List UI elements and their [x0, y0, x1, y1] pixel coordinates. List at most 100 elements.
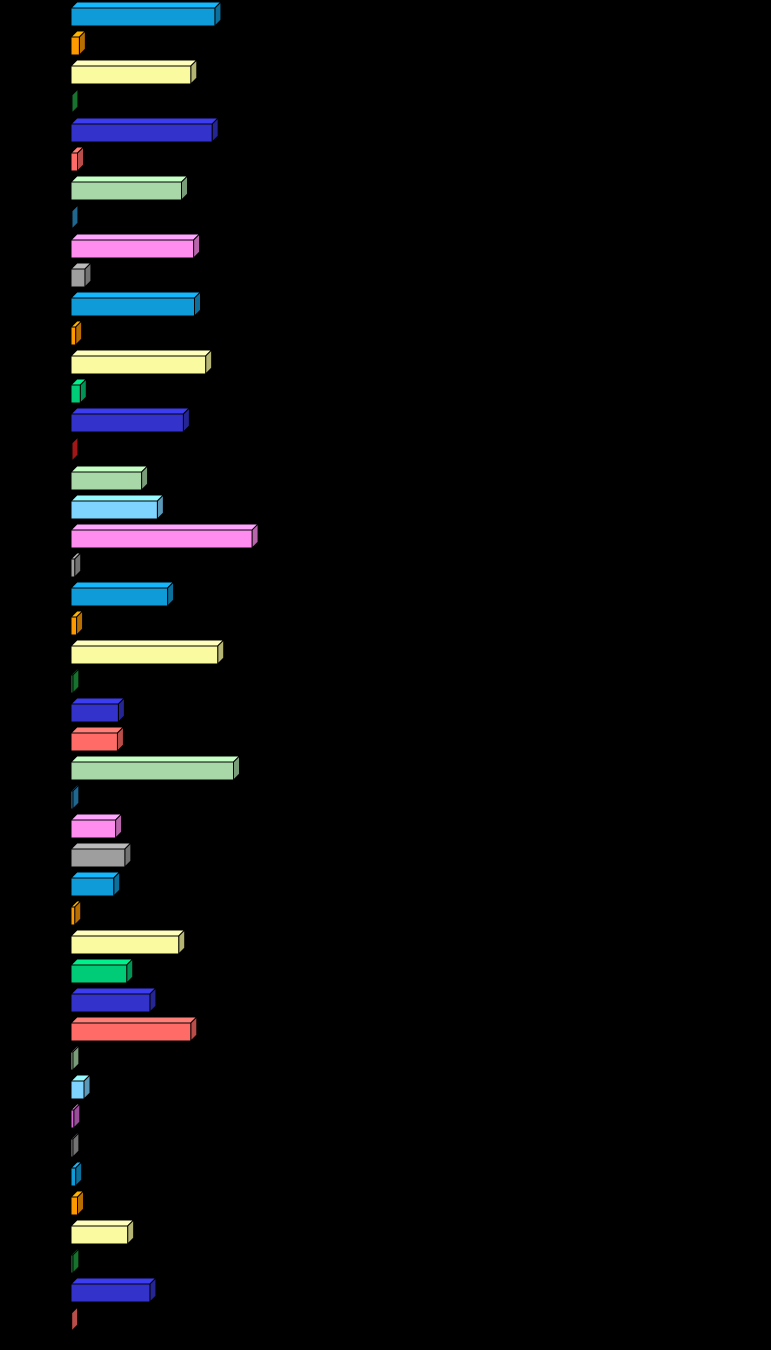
bar-24[interactable] [69, 667, 81, 695]
bar-22[interactable] [69, 609, 84, 637]
bar-top-face-34 [69, 958, 134, 966]
bar-37[interactable] [69, 1044, 81, 1072]
bar-top-face-29 [69, 813, 123, 821]
bar-6[interactable] [69, 145, 85, 173]
bar-top-face-21 [69, 581, 175, 589]
bar-20[interactable] [69, 551, 82, 579]
bar-17[interactable] [69, 464, 149, 492]
bar-top-face-13 [69, 349, 213, 357]
bar-front-face-2 [70, 36, 80, 56]
bar-front-face-46 [70, 1312, 73, 1332]
bar-front-face-20 [70, 558, 76, 578]
bar-front-face-14 [70, 384, 81, 404]
bar-front-face-5 [70, 123, 213, 143]
bar-top-face-36 [69, 1016, 198, 1024]
bar-31[interactable] [69, 870, 121, 898]
bar-front-face-9 [70, 239, 195, 259]
bar-front-face-37 [70, 1051, 74, 1071]
bar-top-face-45 [69, 1277, 158, 1285]
bar-26[interactable] [69, 725, 125, 753]
bar-16[interactable] [69, 435, 80, 463]
bar-top-face-27 [69, 755, 241, 763]
bar-44[interactable] [69, 1247, 81, 1275]
bar-28[interactable] [69, 783, 81, 811]
bar-front-face-34 [70, 964, 128, 984]
bar-36[interactable] [69, 1015, 198, 1043]
bar-front-face-18 [70, 500, 158, 520]
bar-front-face-25 [70, 703, 119, 723]
bar-front-face-40 [70, 1138, 74, 1158]
bar-front-face-22 [70, 616, 78, 636]
bar-front-face-32 [70, 906, 76, 926]
bar-3[interactable] [69, 58, 198, 86]
bar-9[interactable] [69, 232, 201, 260]
bar-front-face-6 [70, 152, 78, 172]
bar-33[interactable] [69, 928, 186, 956]
bar-top-face-33 [69, 929, 186, 937]
bar-front-face-16 [70, 442, 73, 462]
bar-front-face-38 [70, 1080, 85, 1100]
bars-group [69, 0, 260, 1333]
bar-45[interactable] [69, 1276, 158, 1304]
bar-front-face-8 [70, 210, 73, 230]
bar-front-face-21 [70, 587, 169, 607]
bar-41[interactable] [69, 1160, 83, 1188]
bar-25[interactable] [69, 696, 126, 724]
bar-10[interactable] [69, 261, 93, 289]
bar-front-face-12 [70, 326, 77, 346]
bar-front-face-10 [70, 268, 86, 288]
bar-top-face-17 [69, 465, 149, 473]
bar-13[interactable] [69, 348, 213, 376]
bar-top-face-26 [69, 726, 125, 734]
bar-46[interactable] [69, 1305, 79, 1333]
bar-40[interactable] [69, 1131, 81, 1159]
bar-8[interactable] [69, 203, 80, 231]
bar-top-face-31 [69, 871, 121, 879]
bar-32[interactable] [69, 899, 82, 927]
bar-42[interactable] [69, 1189, 85, 1217]
bar-front-face-1 [70, 7, 216, 27]
bar-19[interactable] [69, 522, 260, 550]
bar-front-face-27 [70, 761, 234, 781]
bar-4[interactable] [69, 87, 80, 115]
bar-18[interactable] [69, 493, 165, 521]
bar-39[interactable] [69, 1102, 81, 1130]
bar-27[interactable] [69, 754, 241, 782]
bar-5[interactable] [69, 116, 220, 144]
bar-top-face-5 [69, 117, 220, 125]
bar-15[interactable] [69, 406, 191, 434]
bar-top-face-3 [69, 59, 198, 67]
bar-top-face-15 [69, 407, 191, 415]
bar-7[interactable] [69, 174, 189, 202]
bar-30[interactable] [69, 841, 133, 869]
bar-29[interactable] [69, 812, 123, 840]
bar-front-face-15 [70, 413, 184, 433]
bar-front-face-24 [70, 674, 74, 694]
bar-1[interactable] [69, 0, 223, 28]
bar-front-face-23 [70, 645, 219, 665]
bar-front-face-42 [70, 1196, 78, 1216]
bar-38[interactable] [69, 1073, 92, 1101]
bar-23[interactable] [69, 638, 225, 666]
bar-35[interactable] [69, 986, 158, 1014]
bar-11[interactable] [69, 290, 202, 318]
bar-2[interactable] [69, 29, 87, 57]
bar-front-face-39 [70, 1109, 75, 1129]
bar-14[interactable] [69, 377, 88, 405]
bar-front-face-35 [70, 993, 151, 1013]
bar-21[interactable] [69, 580, 175, 608]
bar-top-face-43 [69, 1219, 135, 1227]
bar-top-face-25 [69, 697, 126, 705]
bar-front-face-3 [70, 65, 192, 85]
bar-front-face-30 [70, 848, 126, 868]
bar-front-face-13 [70, 355, 207, 375]
bar-top-face-18 [69, 494, 165, 502]
bar-front-face-28 [70, 790, 74, 810]
bar-43[interactable] [69, 1218, 135, 1246]
bar-12[interactable] [69, 319, 83, 347]
bar-top-face-7 [69, 175, 189, 183]
bar-34[interactable] [69, 957, 134, 985]
